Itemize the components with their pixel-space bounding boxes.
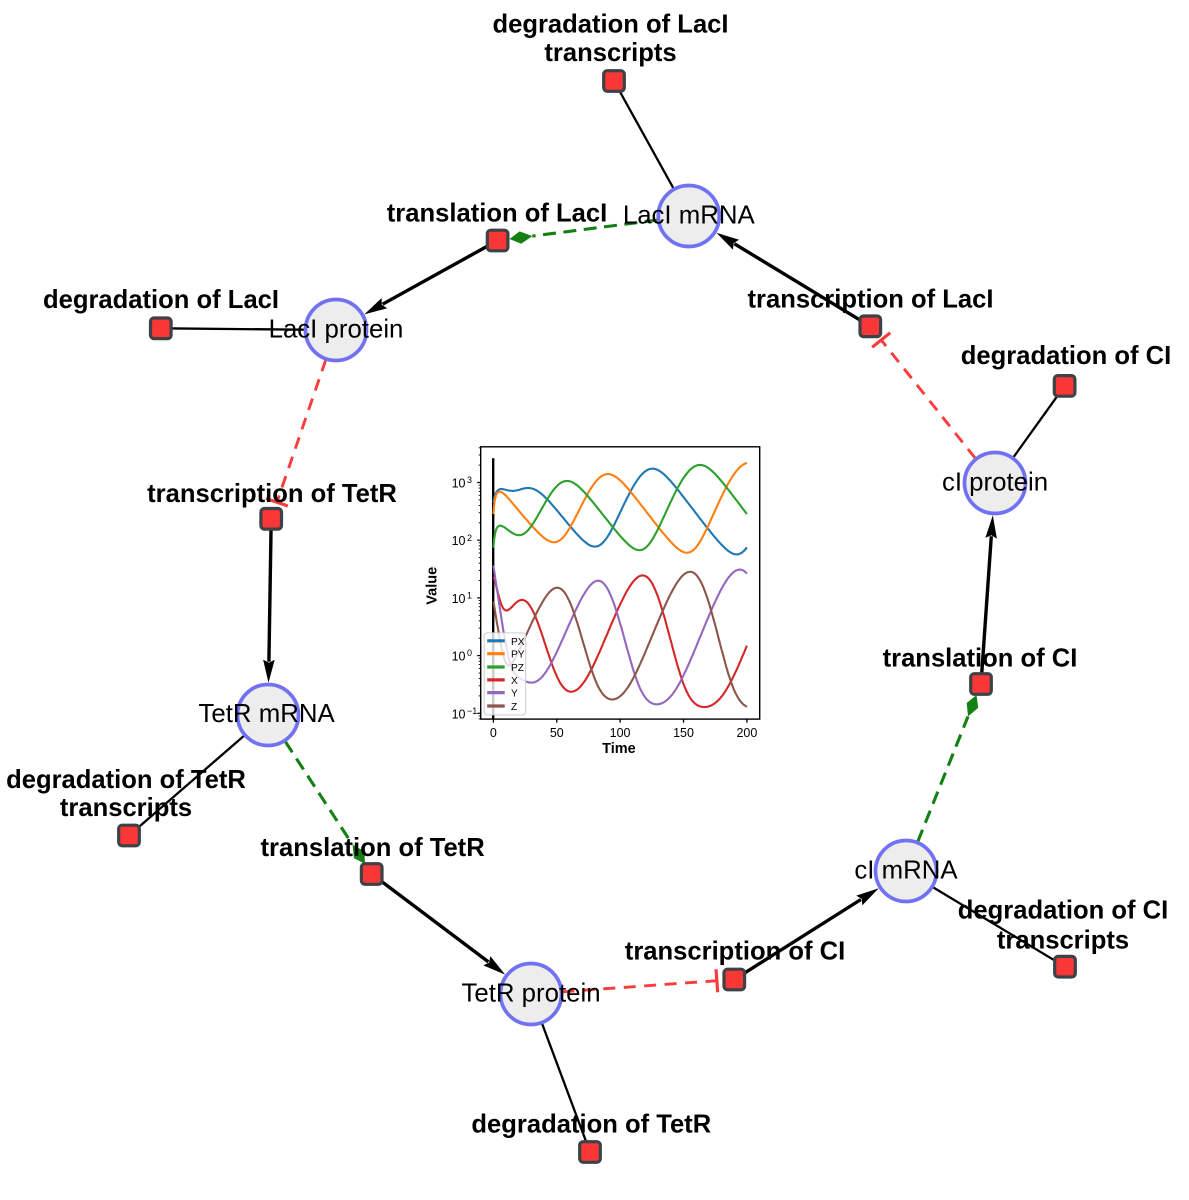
svg-text:X: X	[511, 676, 518, 687]
svg-text:TetR mRNA: TetR mRNA	[199, 700, 336, 728]
svg-text:transcription of LacI: transcription of LacI	[747, 286, 993, 314]
svg-text:transcription of TetR: transcription of TetR	[147, 480, 397, 508]
svg-text:Time: Time	[602, 741, 636, 757]
svg-text:PY: PY	[511, 650, 525, 661]
svg-text:0: 0	[467, 648, 472, 658]
svg-text:TetR protein: TetR protein	[461, 979, 600, 1007]
svg-text:translation of LacI: translation of LacI	[387, 200, 607, 228]
svg-text:−1: −1	[467, 706, 477, 716]
svg-text:100: 100	[610, 726, 631, 740]
svg-text:degradation of CI: degradation of CI	[961, 342, 1171, 370]
svg-text:transcripts: transcripts	[60, 794, 192, 822]
svg-text:degradation of LacI: degradation of LacI	[492, 11, 728, 39]
svg-text:0: 0	[490, 726, 497, 740]
svg-text:2: 2	[467, 533, 472, 543]
svg-text:translation of CI: translation of CI	[883, 645, 1078, 673]
svg-text:10: 10	[452, 592, 466, 606]
svg-text:Value: Value	[424, 567, 440, 605]
svg-text:transcripts: transcripts	[544, 39, 676, 67]
svg-text:10: 10	[452, 707, 466, 721]
svg-text:LacI mRNA: LacI mRNA	[623, 201, 756, 229]
svg-text:3: 3	[467, 475, 472, 485]
svg-text:10: 10	[452, 534, 466, 548]
svg-text:cI protein: cI protein	[942, 468, 1048, 496]
svg-text:cI mRNA: cI mRNA	[854, 856, 958, 884]
svg-text:150: 150	[673, 726, 694, 740]
svg-text:degradation of TetR: degradation of TetR	[471, 1111, 711, 1139]
svg-text:LacI protein: LacI protein	[269, 315, 404, 343]
svg-text:PZ: PZ	[511, 663, 524, 674]
svg-text:10: 10	[452, 650, 466, 664]
svg-text:1: 1	[467, 591, 472, 601]
svg-text:Y: Y	[511, 689, 518, 700]
svg-text:transcription of CI: transcription of CI	[625, 937, 845, 965]
svg-text:degradation of CI: degradation of CI	[958, 896, 1168, 924]
svg-text:PX: PX	[511, 637, 525, 648]
svg-text:Z: Z	[511, 702, 517, 713]
svg-text:degradation of LacI: degradation of LacI	[43, 286, 279, 314]
svg-text:200: 200	[736, 726, 757, 740]
svg-text:50: 50	[550, 726, 564, 740]
svg-text:10: 10	[452, 477, 466, 491]
svg-text:translation of TetR: translation of TetR	[261, 834, 485, 862]
svg-text:transcripts: transcripts	[997, 926, 1129, 954]
svg-text:degradation of TetR: degradation of TetR	[6, 766, 246, 794]
